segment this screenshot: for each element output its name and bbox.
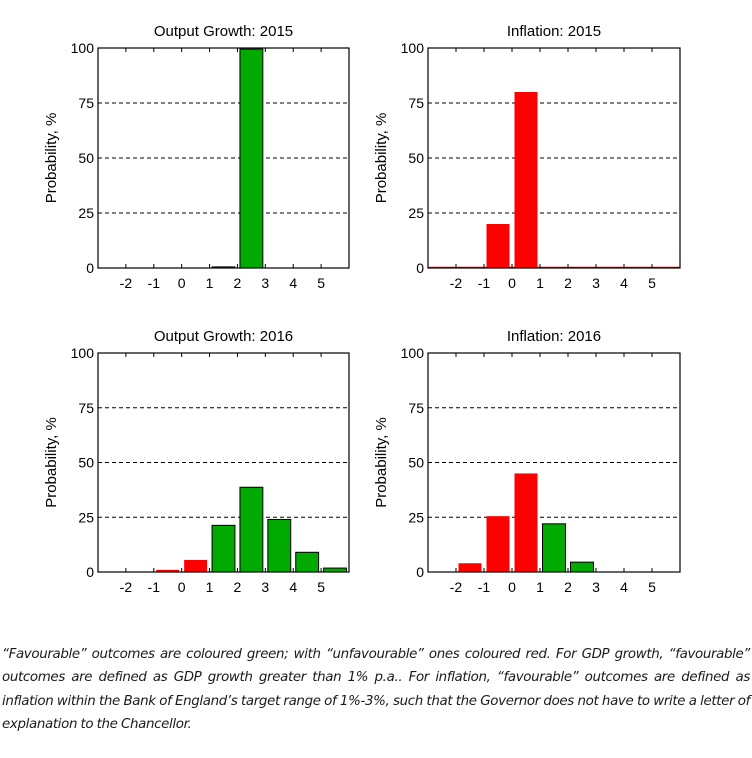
x-tick-label: 2 [564,275,572,291]
plot-frame [97,352,350,573]
x-tick-label: 5 [648,579,656,595]
x-tick-label: 1 [206,275,214,291]
bar [514,473,538,572]
bar [156,569,180,572]
bar [542,523,566,573]
x-tick-label: 4 [620,579,628,595]
y-tick-label: 75 [408,95,424,111]
y-tick-label: 0 [86,260,94,276]
x-tick-label: 2 [234,275,242,291]
y-tick-label: 25 [408,205,424,221]
x-tick-label: 2 [234,579,242,595]
x-tick-label: -1 [478,275,491,291]
plot-frame [427,352,681,573]
figure-caption: “Favourable” outcomes are coloured green… [2,643,750,736]
x-tick-label: 3 [261,579,269,595]
chart-title: Output Growth: 2015 [154,23,293,40]
y-tick-label: 25 [78,509,94,525]
x-tick-label: 3 [592,579,600,595]
x-tick-label: -1 [478,579,491,595]
y-tick-label: 100 [401,345,425,361]
chart-title: Output Growth: 2016 [154,328,293,345]
bar [486,224,510,268]
y-axis-label: Probability, % [43,417,60,508]
x-tick-label: 4 [289,579,297,595]
x-tick-label: 5 [648,275,656,291]
y-tick-label: 75 [78,400,94,416]
bar [458,563,482,572]
y-axis-label: Probability, % [373,113,390,204]
x-tick-label: -2 [450,579,463,595]
x-tick-label: 1 [536,579,544,595]
bar [570,561,594,573]
y-axis-label: Probability, % [43,113,60,204]
x-tick-label: 3 [261,275,269,291]
x-tick-label: 0 [508,275,516,291]
x-tick-label: 0 [178,275,186,291]
y-tick-label: 0 [416,260,424,276]
y-tick-label: 50 [408,455,424,471]
y-tick-label: 50 [78,150,94,166]
x-tick-label: 5 [317,579,325,595]
y-tick-label: 75 [78,95,94,111]
chart-title: Inflation: 2016 [507,328,601,345]
x-tick-label: -2 [120,275,133,291]
x-tick-label: 0 [178,579,186,595]
bar [211,524,236,573]
y-tick-label: 75 [408,400,424,416]
chart-panel: Inflation: 2015 0 25 50 75 100 -2 -1 0 1 2 3 4 5 Proba… [373,23,681,291]
bar [295,551,320,573]
y-tick-label: 50 [78,455,94,471]
caption-text: “Favourable” outcomes are coloured green… [2,647,750,732]
y-axis-label: Probability, % [373,417,390,508]
y-tick-label: 100 [71,40,95,56]
y-tick-label: 25 [78,205,94,221]
x-tick-label: 5 [317,275,325,291]
x-tick-label: -1 [148,579,161,595]
y-tick-label: 100 [401,40,425,56]
x-tick-label: -2 [120,579,133,595]
x-tick-label: 4 [289,275,297,291]
bar [514,92,538,268]
y-tick-label: 0 [86,564,94,580]
x-tick-label: 2 [564,579,572,595]
y-tick-label: 25 [408,509,424,525]
chart-title: Inflation: 2015 [507,23,601,40]
bar [184,559,208,572]
plot-frame [427,47,681,269]
x-tick-label: 4 [620,275,628,291]
x-tick-label: 1 [536,275,544,291]
chart-panel: Inflation: 2016 0 25 50 75 100 -2 -1 0 1 2 3 4 5 Proba… [373,328,681,595]
y-tick-label: 50 [408,150,424,166]
plot-frame [97,47,350,269]
bar [267,518,292,573]
x-tick-label: 0 [508,579,516,595]
bar [239,48,264,269]
y-tick-label: 0 [416,564,424,580]
x-tick-label: 1 [206,579,214,595]
chart-panel: Output Growth: 2016 0 25 50 75 100 -2 -1 0 1 2 3 4 5 P… [43,328,350,595]
bar [239,486,264,573]
bar [486,516,510,572]
chart-panel: Output Growth: 2015 0 25 50 75 100 -2 -1 0 1 2 3 4 5 P… [43,23,350,291]
y-tick-label: 100 [71,345,95,361]
x-tick-label: -2 [450,275,463,291]
x-tick-label: -1 [148,275,161,291]
x-tick-label: 3 [592,275,600,291]
